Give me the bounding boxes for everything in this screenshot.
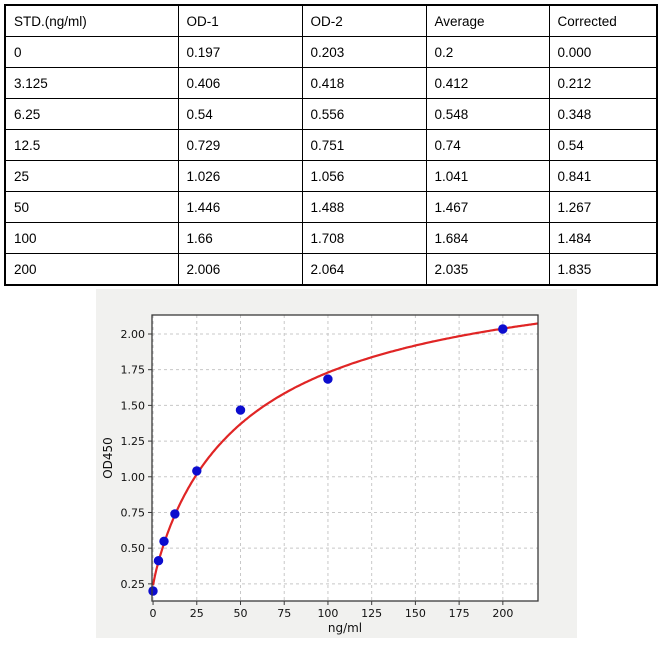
table-cell: 2.064 xyxy=(301,253,427,286)
table-row: 200 2.006 2.064 2.035 1.835 xyxy=(4,253,658,286)
table-cell: 50 xyxy=(4,191,179,223)
x-tick-label: 100 xyxy=(317,607,338,620)
x-tick-label: 50 xyxy=(233,607,247,620)
table-row: 100 1.66 1.708 1.684 1.484 xyxy=(4,222,658,254)
table-cell: 6.25 xyxy=(4,98,179,130)
y-tick-label: 0.75 xyxy=(121,506,146,519)
table-cell: 1.467 xyxy=(425,191,550,223)
table-cell: 1.267 xyxy=(548,191,658,223)
data-point xyxy=(159,536,169,546)
x-tick-label: 200 xyxy=(492,607,513,620)
y-tick-label: 1.25 xyxy=(121,435,146,448)
table-cell: 0.000 xyxy=(548,36,658,68)
standard-curve-chart: 0 25 50 75 100 125 150 175 200 0.25 0.50 0.75 1.00 1.… xyxy=(96,289,577,638)
x-tick-label: 150 xyxy=(405,607,426,620)
table-row: 50 1.446 1.488 1.467 1.267 xyxy=(4,191,658,223)
table-row: 0 0.197 0.203 0.2 0.000 xyxy=(4,36,658,68)
table-cell: 0.54 xyxy=(548,129,658,161)
x-tick-label: 125 xyxy=(361,607,382,620)
y-tick-label: 1.00 xyxy=(121,471,146,484)
column-header: Average xyxy=(425,4,550,37)
x-tick-label: 25 xyxy=(190,607,204,620)
table-cell: 0.74 xyxy=(425,129,550,161)
table-cell: 0.548 xyxy=(425,98,550,130)
table-cell: 3.125 xyxy=(4,67,179,99)
table-row: 25 1.026 1.056 1.041 0.841 xyxy=(4,160,658,192)
x-axis: 0 25 50 75 100 125 150 175 200 xyxy=(150,601,513,620)
grid-lines xyxy=(152,315,538,601)
data-point xyxy=(153,556,164,566)
column-header: STD.(ng/ml) xyxy=(4,4,179,37)
table-cell: 0.212 xyxy=(548,67,658,99)
data-point xyxy=(323,374,333,384)
y-tick-label: 1.50 xyxy=(121,399,146,412)
table-cell: 0.841 xyxy=(548,160,658,192)
data-point xyxy=(192,466,202,476)
column-header: OD-2 xyxy=(301,4,427,37)
fit-curve-line xyxy=(151,322,538,586)
table-cell: 1.026 xyxy=(177,160,303,192)
table-cell: 1.446 xyxy=(177,191,303,223)
y-tick-label: 0.50 xyxy=(121,542,146,555)
table-cell: 0.556 xyxy=(301,98,427,130)
table-cell: 1.056 xyxy=(301,160,427,192)
y-tick-label: 2.00 xyxy=(121,328,146,341)
column-header: Corrected xyxy=(548,4,658,37)
table-cell: 1.484 xyxy=(548,222,658,254)
y-axis-label: OD450 xyxy=(101,437,115,479)
table-cell: 0.348 xyxy=(548,98,658,130)
standards-table-container: STD.(ng/ml) OD-1 OD-2 Average Corrected 0 0.1… xyxy=(4,4,658,286)
table-row: 6.25 0.54 0.556 0.548 0.348 xyxy=(4,98,658,130)
table-cell: 0.197 xyxy=(177,36,303,68)
column-header: OD-1 xyxy=(177,4,303,37)
table-cell: 0.406 xyxy=(177,67,303,99)
table-cell: 1.041 xyxy=(425,160,550,192)
table-cell: 1.488 xyxy=(301,191,427,223)
table-cell: 1.684 xyxy=(425,222,550,254)
table-cell: 1.66 xyxy=(177,222,303,254)
x-tick-label: 0 xyxy=(150,607,157,620)
table-cell: 100 xyxy=(4,222,179,254)
data-point xyxy=(235,405,246,415)
table-cell: 200 xyxy=(4,253,179,286)
standard-curve-figure: 0 25 50 75 100 125 150 175 200 0.25 0.50 0.75 1.00 1.… xyxy=(96,289,577,638)
table-row: 12.5 0.729 0.751 0.74 0.54 xyxy=(4,129,658,161)
table-header-row: STD.(ng/ml) OD-1 OD-2 Average Corrected xyxy=(4,4,658,37)
standards-table: STD.(ng/ml) OD-1 OD-2 Average Corrected 0 0.1… xyxy=(4,4,658,286)
y-tick-label: 0.25 xyxy=(121,578,146,591)
table-cell: 0 xyxy=(4,36,179,68)
table-cell: 25 xyxy=(4,160,179,192)
data-point xyxy=(170,509,180,519)
table-row: 3.125 0.406 0.418 0.412 0.212 xyxy=(4,67,658,99)
table-body: 0 0.197 0.203 0.2 0.000 3.125 0.406 0.418 0.412 0… xyxy=(4,36,658,286)
table-cell: 2.035 xyxy=(425,253,550,286)
data-point xyxy=(148,586,158,596)
table-cell: 0.203 xyxy=(301,36,427,68)
y-axis: 0.25 0.50 0.75 1.00 1.25 1.50 1.75 2.00 xyxy=(121,328,152,591)
x-tick-label: 75 xyxy=(277,607,291,620)
table-cell: 0.751 xyxy=(301,129,427,161)
table-cell: 12.5 xyxy=(4,129,179,161)
table-cell: 0.2 xyxy=(425,36,550,68)
y-tick-label: 1.75 xyxy=(121,364,146,377)
table-cell: 1.835 xyxy=(548,253,658,286)
x-axis-label: ng/ml xyxy=(328,621,362,635)
data-point xyxy=(498,324,508,334)
table-cell: 0.412 xyxy=(425,67,550,99)
plot-area xyxy=(152,315,538,601)
data-points xyxy=(148,324,508,596)
table-cell: 0.418 xyxy=(301,67,427,99)
table-cell: 0.729 xyxy=(177,129,303,161)
table-cell: 2.006 xyxy=(177,253,303,286)
table-cell: 0.54 xyxy=(177,98,303,130)
x-tick-label: 175 xyxy=(449,607,470,620)
table-cell: 1.708 xyxy=(301,222,427,254)
plot-border xyxy=(151,314,539,602)
